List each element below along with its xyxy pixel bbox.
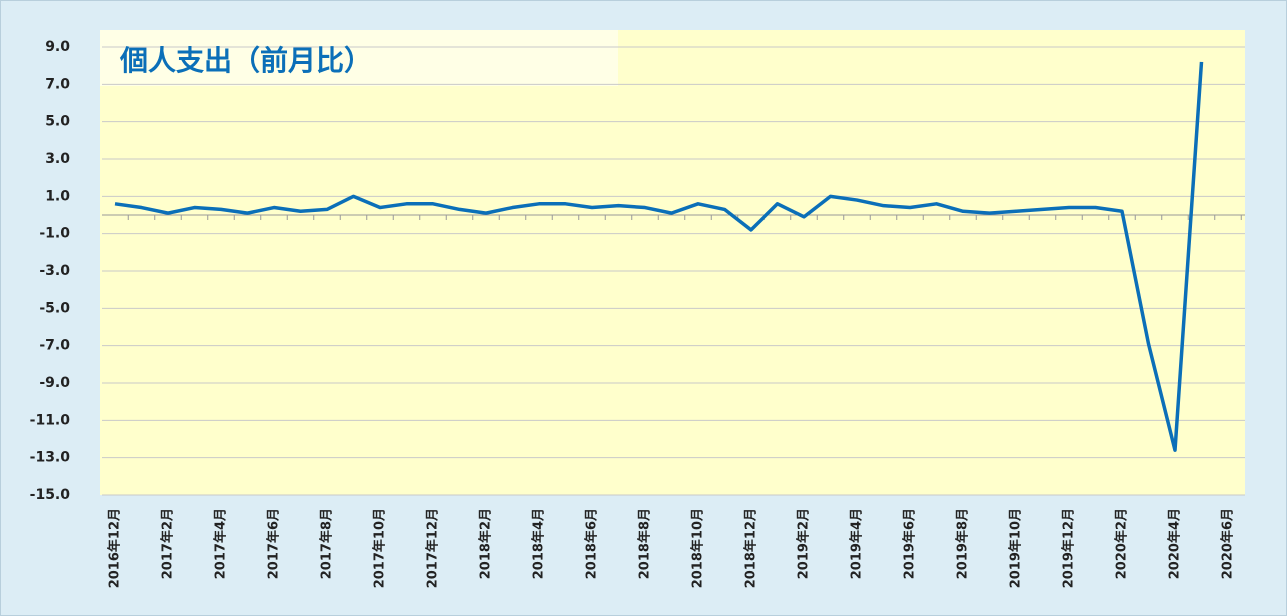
- y-tick-label: -9.0: [39, 375, 70, 391]
- y-tick-label: -7.0: [39, 338, 70, 354]
- y-tick-label: -11.0: [30, 412, 71, 428]
- y-tick-label: 7.0: [45, 76, 70, 92]
- x-tick-label: 2017年2月: [160, 508, 176, 579]
- x-tick-label: 2019年2月: [796, 508, 812, 579]
- x-tick-label: 2018年4月: [531, 508, 547, 579]
- x-tick-label: 2019年12月: [1061, 508, 1077, 588]
- x-tick-label: 2018年2月: [478, 508, 494, 579]
- data-line: [114, 61, 1204, 452]
- y-tick-label: 9.0: [45, 39, 70, 55]
- x-tick-label: 2017年8月: [319, 508, 335, 579]
- x-tick-label: 2017年4月: [213, 508, 229, 579]
- y-tick-label: -15.0: [30, 487, 71, 503]
- chart-title: 個人支出（前月比）: [119, 44, 372, 77]
- x-tick-label: 2018年8月: [637, 508, 653, 579]
- x-tick-label: 2019年4月: [849, 508, 865, 579]
- grid: [102, 46, 1245, 496]
- y-tick-label: 5.0: [45, 114, 70, 130]
- y-tick-label: -13.0: [30, 450, 71, 466]
- y-tick-label: -3.0: [39, 263, 70, 279]
- y-tick-label: 1.0: [45, 188, 70, 204]
- x-tick-label: 2020年2月: [1114, 508, 1130, 579]
- x-tick-label: 2018年12月: [743, 508, 759, 588]
- x-tick-label: 2017年12月: [425, 508, 441, 588]
- x-tick-label: 2020年4月: [1167, 508, 1183, 579]
- x-tick-label: 2019年10月: [1008, 508, 1024, 588]
- x-tick-label: 2019年8月: [955, 508, 971, 579]
- x-tick-label: 2016年12月: [107, 508, 123, 588]
- plot-area: [100, 30, 1245, 495]
- x-tick-label: 2018年10月: [690, 508, 706, 588]
- x-tick-label: 2019年6月: [902, 508, 918, 579]
- x-tick-label: 2017年6月: [266, 508, 282, 579]
- y-tick-label: -1.0: [39, 226, 70, 242]
- x-tick-label: 2020年6月: [1220, 508, 1236, 579]
- y-tick-label: 3.0: [45, 151, 70, 167]
- y-tick-label: -5.0: [39, 300, 70, 316]
- title-box: [100, 30, 618, 86]
- x-tick-label: 2017年10月: [372, 508, 388, 588]
- x-tick-label: 2018年6月: [584, 508, 600, 579]
